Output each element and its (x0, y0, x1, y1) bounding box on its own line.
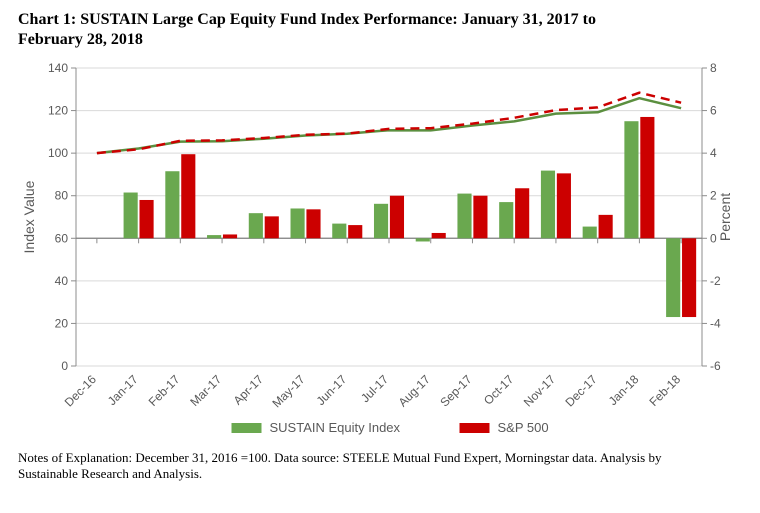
legend-label-sustain: SUSTAIN Equity Index (270, 420, 401, 435)
chart-footnote: Notes of Explanation: December 31, 2016 … (18, 450, 742, 481)
x-category-label: Aug-17 (396, 372, 433, 409)
chart-title: Chart 1: SUSTAIN Large Cap Equity Fund I… (18, 10, 742, 50)
legend-label-sp500: S&P 500 (498, 420, 549, 435)
x-category-label: Mar-17 (187, 372, 224, 409)
x-category-label: Jun-17 (314, 372, 350, 408)
right-tick-label: -2 (710, 274, 721, 288)
left-tick-label: 120 (48, 104, 68, 118)
bar-sustain (124, 193, 138, 239)
right-tick-label: 8 (710, 61, 717, 75)
left-tick-label: 20 (55, 316, 69, 330)
x-category-label: Dec-17 (563, 372, 600, 409)
right-tick-label: -6 (710, 359, 721, 373)
bar-sp500 (306, 209, 320, 238)
bar-sp500 (515, 188, 529, 238)
right-tick-label: 0 (710, 231, 717, 245)
bar-sustain (541, 171, 555, 239)
left-tick-label: 100 (48, 146, 68, 160)
bar-sustain (457, 194, 471, 239)
x-category-label: Apr-17 (231, 372, 267, 408)
axis-label-right: Percent (717, 193, 733, 241)
right-tick-label: -4 (710, 316, 721, 330)
bar-sustain (249, 213, 263, 238)
x-category-label: Jan-17 (105, 372, 141, 408)
title-line-2: February 28, 2018 (18, 31, 143, 48)
x-category-label: May-17 (269, 372, 307, 410)
x-category-label: Feb-17 (146, 372, 183, 409)
x-category-label: Oct-17 (481, 372, 517, 408)
bar-sp500 (140, 200, 154, 238)
right-tick-label: 2 (710, 189, 717, 203)
line-sp500 (97, 93, 681, 153)
bar-sp500 (640, 117, 654, 238)
bar-sp500 (682, 238, 696, 317)
x-category-label: Jul-17 (358, 372, 391, 405)
chart-svg: 020406080100120140-6-4-202468Dec-16Jan-1… (18, 56, 742, 446)
notes-line-2: Sustainable Research and Analysis. (18, 466, 202, 481)
bar-sp500 (599, 215, 613, 238)
bar-sustain (416, 238, 430, 241)
bar-sustain (374, 204, 388, 238)
x-category-label: Dec-16 (62, 372, 99, 409)
bar-sustain (207, 235, 221, 238)
bar-sp500 (265, 216, 279, 238)
left-tick-label: 0 (61, 359, 68, 373)
bar-sustain (666, 238, 680, 317)
bar-sp500 (432, 233, 446, 238)
left-tick-label: 80 (55, 189, 69, 203)
x-category-label: Feb-18 (646, 372, 683, 409)
bar-sp500 (181, 154, 195, 238)
bar-sp500 (223, 234, 237, 238)
bar-sustain (624, 121, 638, 238)
bar-sustain (165, 171, 179, 238)
bar-sp500 (473, 196, 487, 239)
x-category-label: Jan-18 (606, 372, 642, 408)
bar-sp500 (390, 196, 404, 239)
x-category-label: Nov-17 (521, 372, 558, 409)
chart-area: 020406080100120140-6-4-202468Dec-16Jan-1… (18, 56, 742, 446)
title-line-1: Chart 1: SUSTAIN Large Cap Equity Fund I… (18, 11, 596, 28)
bar-sustain (291, 208, 305, 238)
x-category-label: Sep-17 (437, 372, 474, 409)
right-tick-label: 4 (710, 146, 717, 160)
left-tick-label: 140 (48, 61, 68, 75)
bar-sustain (499, 202, 513, 238)
left-tick-label: 60 (55, 231, 69, 245)
legend-swatch-sp500 (460, 423, 490, 433)
right-tick-label: 6 (710, 104, 717, 118)
bar-sp500 (348, 225, 362, 238)
bar-sp500 (557, 173, 571, 238)
bar-sustain (332, 224, 346, 239)
left-tick-label: 40 (55, 274, 69, 288)
legend-swatch-sustain (232, 423, 262, 433)
axis-label-left: Index Value (21, 180, 37, 253)
notes-line-1: Notes of Explanation: December 31, 2016 … (18, 450, 661, 465)
bar-sustain (583, 227, 597, 239)
